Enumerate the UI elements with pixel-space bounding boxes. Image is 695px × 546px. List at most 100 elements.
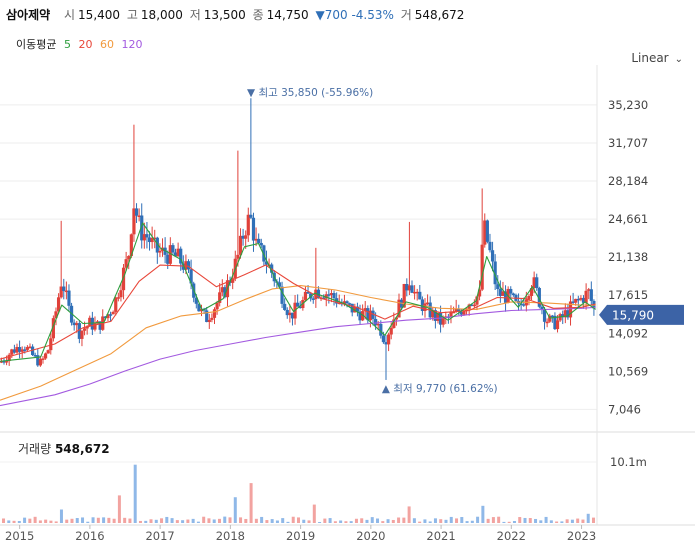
- moving-average-legend[interactable]: 이동평균 5 20 60 120: [16, 36, 146, 52]
- volume-bar: [86, 521, 90, 523]
- candle-body: [51, 318, 55, 339]
- volume-bar: [212, 519, 216, 523]
- scale-toggle[interactable]: Linear ⌄: [631, 51, 683, 65]
- candle-body: [30, 346, 35, 356]
- candle-body: [563, 310, 567, 318]
- volume-bar: [123, 517, 127, 523]
- candle-body: [236, 254, 240, 259]
- candle-body: [324, 294, 328, 299]
- candle-body: [223, 287, 227, 298]
- candle-body: [220, 287, 224, 293]
- y-tick-label: 7,046: [608, 402, 641, 416]
- candle-body: [532, 277, 536, 289]
- candle-body: [106, 314, 110, 319]
- volume-bar: [534, 518, 538, 523]
- candle-body: [472, 304, 476, 307]
- volume-bar: [507, 521, 511, 523]
- candle-body: [80, 330, 84, 339]
- candle-body: [249, 214, 253, 218]
- volume-bar: [470, 520, 474, 523]
- volume-bar: [491, 517, 495, 523]
- volume-bar: [570, 519, 574, 523]
- volume-bar: [28, 518, 32, 523]
- candle-body: [205, 310, 209, 323]
- candle-body: [121, 267, 126, 291]
- candle-body: [2, 361, 6, 363]
- candle-body: [82, 328, 87, 331]
- candle-body: [350, 303, 354, 313]
- candle-body: [15, 347, 19, 353]
- candle-body: [197, 303, 201, 312]
- x-tick-label: 2019: [286, 529, 315, 543]
- candle-body: [257, 238, 261, 243]
- volume-bar: [418, 521, 422, 523]
- candle-body: [470, 304, 474, 306]
- volume-bar: [402, 517, 406, 523]
- candle-body: [579, 297, 583, 300]
- ma-120-line: [0, 306, 596, 407]
- candle-body: [332, 293, 336, 299]
- candle-body: [17, 347, 22, 352]
- volume-bar: [344, 521, 348, 523]
- volume-bar: [96, 517, 100, 523]
- ma-legend-label: 이동평균: [16, 38, 57, 51]
- candle-body: [116, 297, 120, 299]
- candle-body: [7, 354, 11, 362]
- candle-body: [425, 302, 430, 305]
- candle-body: [129, 234, 133, 257]
- volume-bar: [349, 521, 353, 523]
- candle-body: [550, 315, 554, 318]
- candle-body: [529, 288, 534, 296]
- candle-body: [496, 284, 500, 290]
- candle-body: [576, 298, 580, 301]
- candle-body: [511, 293, 515, 296]
- volume-bar: [12, 520, 16, 523]
- candle-body: [108, 314, 113, 316]
- volume-bar: [339, 520, 343, 523]
- candle-body: [10, 349, 14, 355]
- candle-body: [407, 285, 412, 291]
- volume-bar: [523, 517, 527, 523]
- candle-body: [303, 291, 308, 300]
- candle-body: [142, 234, 146, 241]
- candle-body: [329, 293, 334, 296]
- volume-bar: [433, 518, 437, 523]
- candle-body: [376, 323, 380, 326]
- candle-body: [290, 312, 295, 319]
- candle-body: [363, 308, 367, 312]
- candle-body: [503, 291, 508, 303]
- candle-body: [322, 297, 326, 300]
- candle-body: [54, 311, 58, 319]
- x-tick-label: 2018: [216, 529, 245, 543]
- candle-body: [145, 234, 149, 238]
- candle-body: [316, 289, 321, 298]
- candle-body: [314, 289, 318, 300]
- scale-toggle-label: Linear: [631, 51, 669, 65]
- candle-body: [111, 311, 115, 315]
- volume-bar: [439, 519, 443, 523]
- volume-bar: [412, 518, 416, 523]
- candle-body: [23, 349, 27, 351]
- candle-body: [98, 321, 102, 330]
- volume-bar: [260, 516, 264, 523]
- x-tick-label: 2020: [356, 529, 385, 543]
- candle-body: [405, 284, 409, 291]
- volume-tick-label: 10.1m: [610, 455, 647, 469]
- open-label: 시: [64, 8, 76, 22]
- y-tick-label: 24,661: [608, 212, 648, 226]
- volume-bar: [75, 518, 79, 523]
- candle-body: [548, 315, 552, 322]
- candle-body: [215, 302, 219, 310]
- volume-bar: [239, 517, 243, 523]
- high-label: 고: [126, 8, 138, 22]
- volume-bar: [149, 519, 153, 523]
- volume-bar: [323, 518, 327, 523]
- volume-bar: [244, 518, 248, 523]
- volume-panel-label: 거래량 548,672: [18, 440, 110, 457]
- candle-body: [358, 311, 362, 321]
- volume-bar: [391, 519, 395, 523]
- candle-body: [238, 235, 243, 255]
- open-value: 15,400: [78, 8, 121, 22]
- candle-body: [480, 244, 484, 290]
